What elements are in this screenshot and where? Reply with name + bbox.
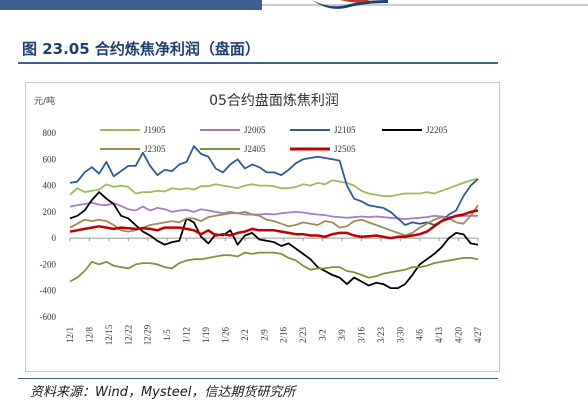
x-tick-label: 12/15 [104,324,114,345]
y-tick-label: 200 [43,207,57,217]
y-axis: -600 -400 -200 0 200 400 600 800 [40,128,57,322]
chart-legend: J1905 J2005 J2105 J2205 J2305 J2405 J2505 [100,125,448,154]
y-axis-unit-label: 元/吨 [34,95,55,107]
x-tick-label: 3/2 [318,329,328,341]
x-tick-label: 3/16 [356,327,366,344]
legend-label-j2405: J2405 [244,144,266,154]
x-tick-label: 1/12 [182,327,192,343]
series-line-j2505 [69,209,479,240]
series-line-j2105 [69,145,479,226]
y-tick-label: 600 [43,154,57,164]
page-title: 图 23.05 合约炼焦净利润（盘面） [22,40,260,58]
plot-area [69,145,479,290]
legend-label-j2305: J2305 [144,144,166,154]
y-tick-label: 0 [52,233,57,243]
brand-logo [312,0,388,9]
chart-frame: 05合约盘面炼焦利润 元/吨 J1905 J2005 J2105 J2205 J2305… [25,82,500,372]
x-tick-label: 12/29 [143,324,153,345]
x-tick-label: 12/8 [84,327,94,344]
source-divider [18,378,498,379]
x-tick-label: 3/23 [376,327,386,344]
y-tick-label: 400 [43,181,57,191]
x-tick-label: 1/19 [201,327,211,344]
y-tick-label: 800 [43,128,57,138]
x-tick-label: 4/13 [434,327,444,344]
x-tick-label: 3/30 [395,327,405,344]
x-tick-label: 4/6 [415,329,425,341]
series-line-j1905 [69,178,479,197]
series-line-j2405 [69,251,479,283]
line-chart: 05合约盘面炼焦利润 元/吨 J1905 J2005 J2105 J2205 J2305… [34,92,483,346]
chart-title: 05合约盘面炼焦利润 [209,92,339,109]
x-axis: 12/1 12/8 12/15 12/22 12/29 1/5 1/12 1/19 1/26 2/… [65,237,483,346]
header-divider [262,4,588,6]
legend-label-j1905: J1905 [144,125,166,135]
x-tick-label: 2/16 [279,327,289,344]
legend-label-j2205: J2205 [426,125,448,135]
series-line-j2205 [69,191,479,290]
title-underline [18,62,498,64]
series-line-j2005 [69,201,478,221]
x-tick-label: 12/1 [65,327,75,343]
header-accent-bar [0,0,262,10]
x-tick-label: 1/5 [162,329,172,341]
source-note: 资料来源：Wind，Mysteel，信达期货研究所 [30,385,296,400]
x-tick-label: 12/22 [123,325,133,346]
y-tick-label: -400 [40,286,57,296]
x-tick-label: 1/26 [220,327,230,344]
x-tick-label: 4/27 [473,327,483,344]
legend-label-j2005: J2005 [244,125,266,135]
y-tick-label: -600 [40,312,57,322]
legend-label-j2505: J2505 [334,144,356,154]
x-tick-label: 3/9 [337,329,347,341]
x-tick-label: 2/9 [259,329,269,341]
x-tick-label: 4/20 [454,327,464,344]
x-tick-label: 2/2 [240,329,250,341]
y-tick-label: -200 [40,259,57,269]
legend-label-j2105: J2105 [334,125,356,135]
x-tick-label: 2/23 [298,327,308,344]
